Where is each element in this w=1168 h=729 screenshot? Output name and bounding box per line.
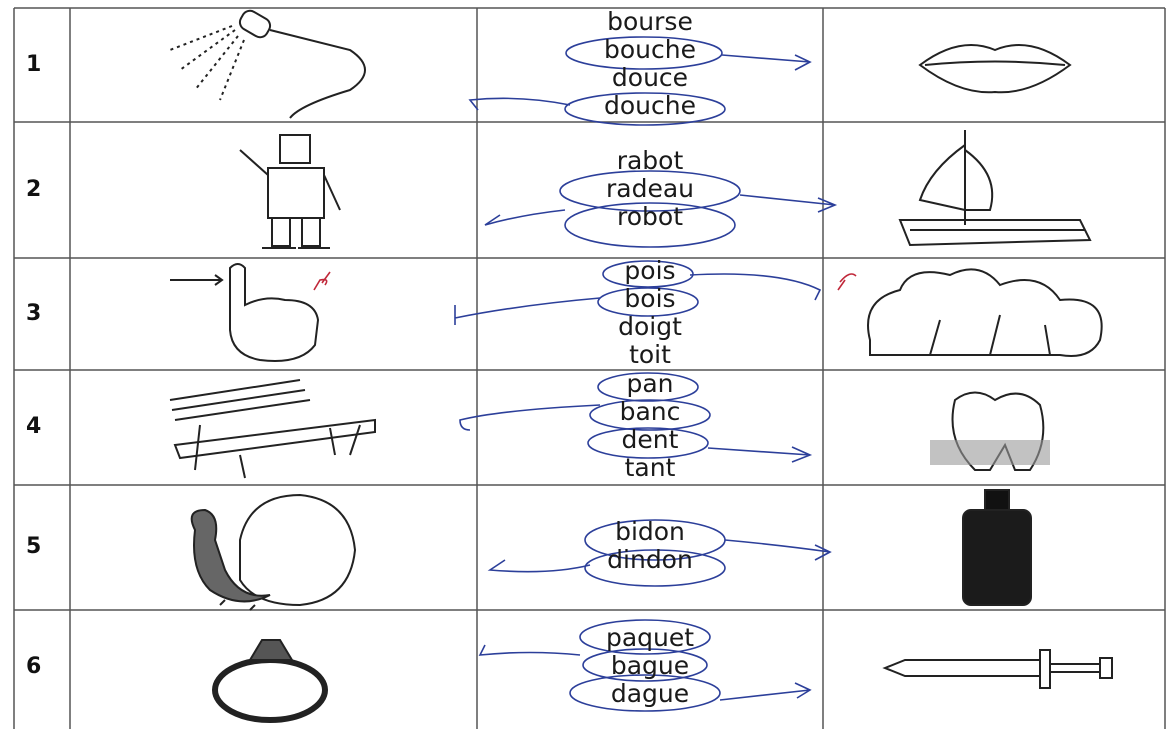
- word: dague: [611, 679, 689, 708]
- word: doigt: [618, 312, 682, 341]
- word: bouche: [604, 35, 696, 64]
- word: douche: [604, 91, 696, 120]
- word: bague: [611, 651, 689, 680]
- check-marks: [313, 271, 857, 291]
- row-number: 4: [26, 414, 41, 439]
- row-number: 2: [26, 177, 41, 202]
- table-grid: [13, 7, 1166, 729]
- word: radeau: [606, 174, 694, 203]
- word: douce: [612, 63, 688, 92]
- word: rabot: [617, 146, 684, 175]
- word: tant: [625, 453, 676, 482]
- word: bois: [624, 284, 675, 313]
- word: banc: [620, 397, 681, 426]
- word: dent: [622, 425, 679, 454]
- row-number: 3: [26, 301, 41, 326]
- word: pois: [624, 256, 675, 285]
- word: toit: [629, 340, 671, 369]
- handwritten-marks: [454, 36, 838, 712]
- word: bourse: [607, 7, 693, 36]
- row-number: 5: [26, 534, 41, 559]
- row-number: 6: [26, 654, 41, 679]
- word: bidon: [615, 517, 685, 546]
- word: pan: [626, 369, 673, 398]
- word: robot: [617, 202, 683, 231]
- word: dindon: [607, 545, 693, 574]
- illustrations: [169, 9, 1113, 723]
- row-number: 1: [26, 52, 41, 77]
- word: paquet: [606, 623, 694, 652]
